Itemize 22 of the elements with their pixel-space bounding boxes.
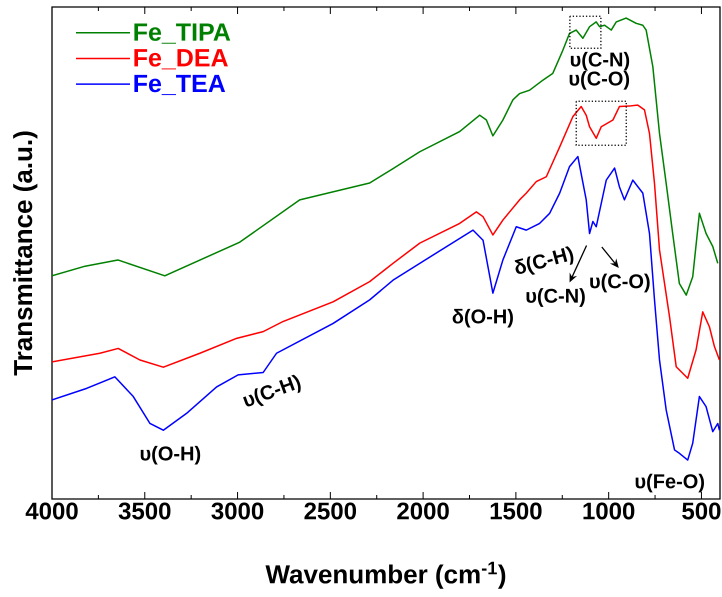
- y-axis-title: Transmittance (a.u.): [13, 132, 38, 376]
- annotation: υ(O-H): [140, 446, 200, 465]
- x-tick-label: 3500: [118, 502, 170, 520]
- x-tick-label: 2500: [304, 502, 356, 520]
- annotation: υ(C-O): [570, 70, 630, 90]
- annotation: δ(C-H): [514, 246, 574, 275]
- annotation: υ(C-O): [590, 274, 650, 292]
- legend-label: Fe_TEA: [134, 74, 226, 96]
- annotation: υ(C-H): [243, 374, 301, 406]
- x-tick-label: 500: [682, 502, 720, 520]
- annotation: υ(Fe-O): [636, 474, 704, 492]
- legend-label: Fe_TIPA: [134, 23, 230, 44]
- x-tick-label: 2000: [397, 502, 449, 520]
- x-tick-label: 4000: [26, 502, 78, 520]
- annotation: δ(O-H): [452, 308, 513, 328]
- x-tick-label: 1000: [583, 502, 634, 520]
- annotation: υ(C-N): [570, 52, 630, 71]
- legend-label: Fe_DEA: [134, 49, 228, 70]
- x-tick-label: 1500: [490, 502, 542, 520]
- annotation: υ(C-N): [526, 288, 585, 307]
- x-axis-title: Wavenumber (cm$^{-1}$): [265, 562, 506, 589]
- x-tick-label: 3000: [211, 502, 264, 520]
